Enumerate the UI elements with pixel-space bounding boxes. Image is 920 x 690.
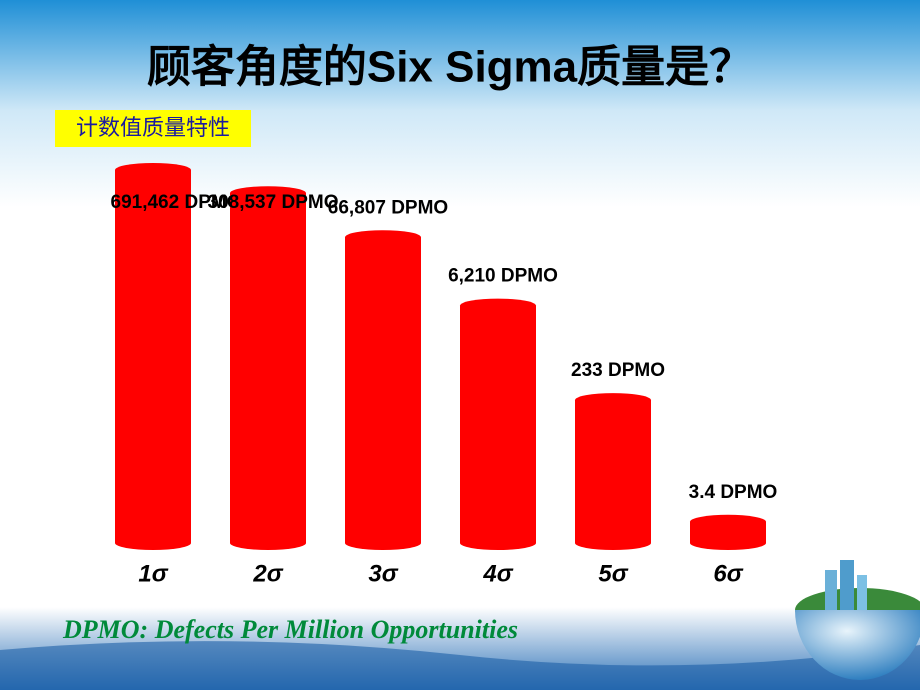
x-tick-label: 6σ — [713, 560, 743, 587]
x-tick-label: 1σ — [138, 560, 168, 587]
bar — [115, 163, 191, 550]
x-tick-label: 4σ — [482, 560, 513, 587]
wave — [0, 641, 920, 690]
value-label: 3.4 DPMO — [689, 482, 778, 503]
value-label: 6,210 DPMO — [448, 266, 558, 287]
subtitle: 计数值质量特性 — [76, 115, 230, 140]
subtitle-box — [55, 110, 251, 147]
bar — [575, 393, 651, 550]
globe-decoration — [795, 560, 920, 680]
x-tick-label: 5σ — [598, 560, 628, 587]
x-tick-label: 2σ — [252, 560, 283, 587]
value-label: 691,462 DPMO — [111, 192, 242, 213]
bar — [230, 186, 306, 550]
bar — [460, 298, 536, 550]
value-label: 233 DPMO — [571, 360, 665, 381]
footnote: DPMO: Defects Per Million Opportunities — [62, 615, 518, 644]
slide-title: 顾客角度的Six Sigma质量是？ — [147, 43, 753, 92]
value-label: 308,537 DPMO — [208, 192, 339, 213]
value-label: 66,807 DPMO — [328, 197, 448, 218]
bar — [690, 514, 766, 550]
x-tick-label: 3σ — [368, 560, 398, 587]
bar — [345, 230, 421, 550]
